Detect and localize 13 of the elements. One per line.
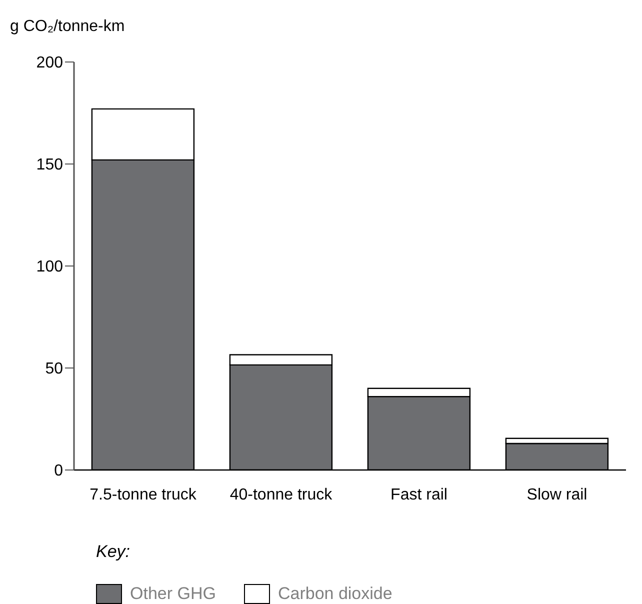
y-tick-label: 150: [36, 156, 64, 174]
x-tick-label: 40-tonne truck: [230, 486, 334, 504]
y-axis-title: g CO₂/tonne-km: [9, 17, 126, 37]
y-tick-label: 50: [45, 360, 64, 378]
y-tick-label: 100: [36, 258, 64, 276]
x-tick-label: Fast rail: [390, 486, 448, 504]
y-tick-label: 0: [54, 462, 64, 480]
x-tick-label: Slow rail: [526, 486, 588, 504]
legend-title: Key:: [96, 542, 132, 562]
x-tick-label: 7.5-tonne truck: [90, 486, 198, 504]
legend-label: Other GHG: [130, 584, 216, 604]
y-tick-label: 200: [36, 54, 64, 72]
legend-label: Carbon dioxide: [278, 584, 392, 604]
